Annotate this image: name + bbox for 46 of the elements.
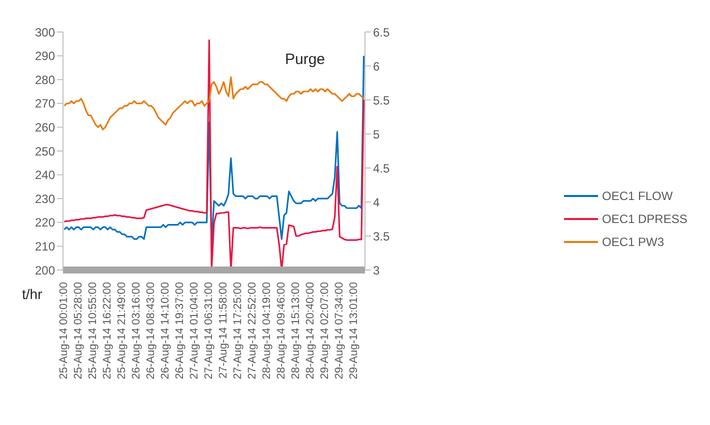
y2-tick-label: 4.5	[373, 161, 390, 176]
x-tick-label: 27-Aug-14 06:31:00	[203, 282, 216, 380]
x-tick-label: 25-Aug-14 10:55:00	[87, 282, 100, 380]
x-tick-label: 26-Aug-14 19:37:00	[174, 282, 186, 380]
legend-label: OEC1 FLOW	[602, 188, 673, 202]
x-tick-label: 25-Aug-14 05:28:00	[72, 282, 85, 380]
x-tick-label: 27-Aug-14 17:25:00	[232, 282, 244, 380]
x-tick-label: 25-Aug-14 16:22:00	[102, 282, 114, 380]
y2-tick-label: 3.5	[373, 229, 390, 244]
y-tick-label: 240	[34, 168, 56, 182]
y2-tick-label: 5	[373, 127, 380, 142]
y-axis-title: t/hr	[22, 286, 42, 302]
y-tick-label: 300	[34, 25, 56, 40]
y2-tick-label: 3	[373, 263, 380, 278]
y2-tick-label: 6.5	[373, 25, 390, 40]
x-tick-label: 29-Aug-14 02:07:00	[319, 282, 332, 380]
line-series	[63, 76, 365, 130]
legend-label: OEC1 PW3	[602, 234, 664, 248]
x-tick-label: 27-Aug-14 11:58:00	[218, 282, 230, 378]
y2-tick-label: 5.5	[373, 93, 390, 108]
y-tick-label: 220	[34, 216, 56, 230]
x-tick-label: 28-Aug-14 09:46:00	[276, 282, 288, 380]
y-tick-label: 250	[34, 144, 56, 158]
y-tick-label: 270	[34, 96, 56, 111]
x-tick-label: 27-Aug-14 22:52:00	[246, 282, 259, 380]
y-tick-label: 260	[34, 120, 56, 134]
x-tick-label: 27-Aug-14 01:04:00	[188, 282, 201, 380]
legend-label: OEC1 DPRESS	[602, 212, 688, 226]
y-tick-label: 230	[34, 192, 56, 206]
y2-tick-label: 4	[373, 195, 380, 210]
x-tick-label: 28-Aug-14 04:19:00	[261, 282, 274, 380]
x-tick-label: 29-Aug-14 13:01:00	[348, 282, 360, 380]
y-tick-label: 200	[34, 263, 56, 278]
y-tick-label: 290	[34, 49, 56, 64]
annotation: Purge	[285, 51, 326, 68]
x-tick-label: 25-Aug-14 21:49:00	[116, 282, 128, 380]
y-tick-label: 210	[34, 239, 56, 254]
y2-tick-label: 6	[373, 59, 380, 74]
x-tick-label: 28-Aug-14 15:13:00	[290, 282, 302, 380]
y-tick-label: 280	[34, 72, 56, 87]
x-tick-label: 26-Aug-14 03:16:00	[130, 282, 143, 380]
x-tick-label: 26-Aug-14 14:10:00	[160, 282, 172, 380]
x-tick-label: 28-Aug-14 20:40:00	[304, 282, 317, 380]
x-tick-label: 25-Aug-14 00:01:00	[58, 282, 70, 380]
x-tick-label: 29-Aug-14 07:34:00	[334, 282, 346, 380]
x-tick-label: 26-Aug-14 08:43:00	[145, 282, 158, 380]
